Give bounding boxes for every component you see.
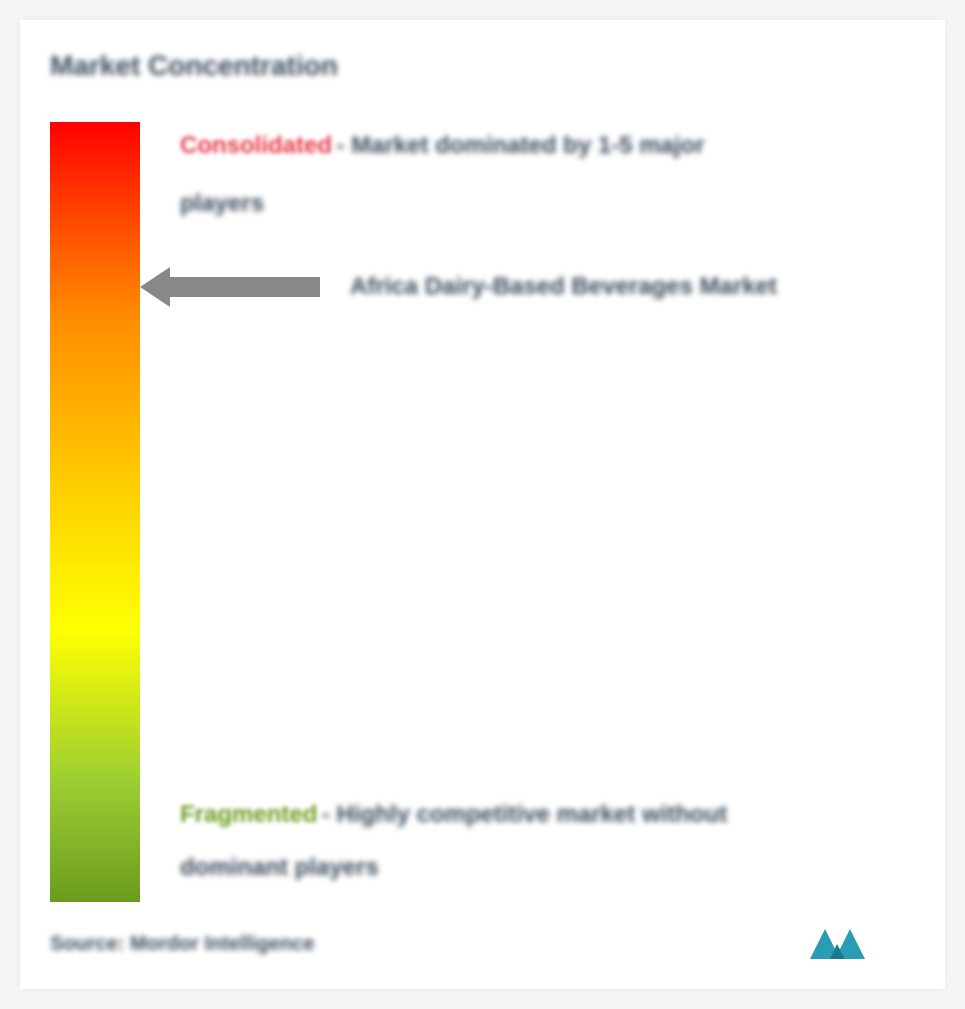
consolidated-annotation: Consolidated - Market dominated by 1-5 m…	[180, 132, 895, 218]
company-logo	[805, 919, 915, 969]
concentration-gradient-bar	[50, 122, 140, 902]
pointer-arrow-section: Africa Dairy-Based Beverages Market	[140, 272, 777, 302]
arrow-shaft	[170, 277, 320, 297]
logo-icon	[805, 919, 915, 969]
pointer-arrow	[140, 272, 320, 302]
fragmented-description: - Highly competitive market without	[322, 801, 727, 828]
fragmented-annotation: Fragmented - Highly competitive market w…	[180, 801, 895, 882]
fragmented-description-line2: dominant players	[180, 854, 895, 882]
consolidated-description-line2: players	[180, 190, 895, 218]
infographic-container: Market Concentration Consolidated - Mark…	[20, 20, 945, 989]
source-text: Source: Mordor Intelligence	[50, 933, 314, 956]
consolidated-description: - Market dominated by 1-5 major	[336, 132, 704, 159]
content-area: Consolidated - Market dominated by 1-5 m…	[50, 122, 915, 922]
arrow-head-icon	[140, 267, 170, 307]
fragmented-label: Fragmented	[180, 801, 317, 828]
consolidated-label: Consolidated	[180, 132, 332, 159]
market-label: Africa Dairy-Based Beverages Market	[350, 273, 777, 301]
page-title: Market Concentration	[50, 50, 915, 82]
annotations-area: Consolidated - Market dominated by 1-5 m…	[140, 122, 915, 922]
footer: Source: Mordor Intelligence	[50, 919, 915, 969]
